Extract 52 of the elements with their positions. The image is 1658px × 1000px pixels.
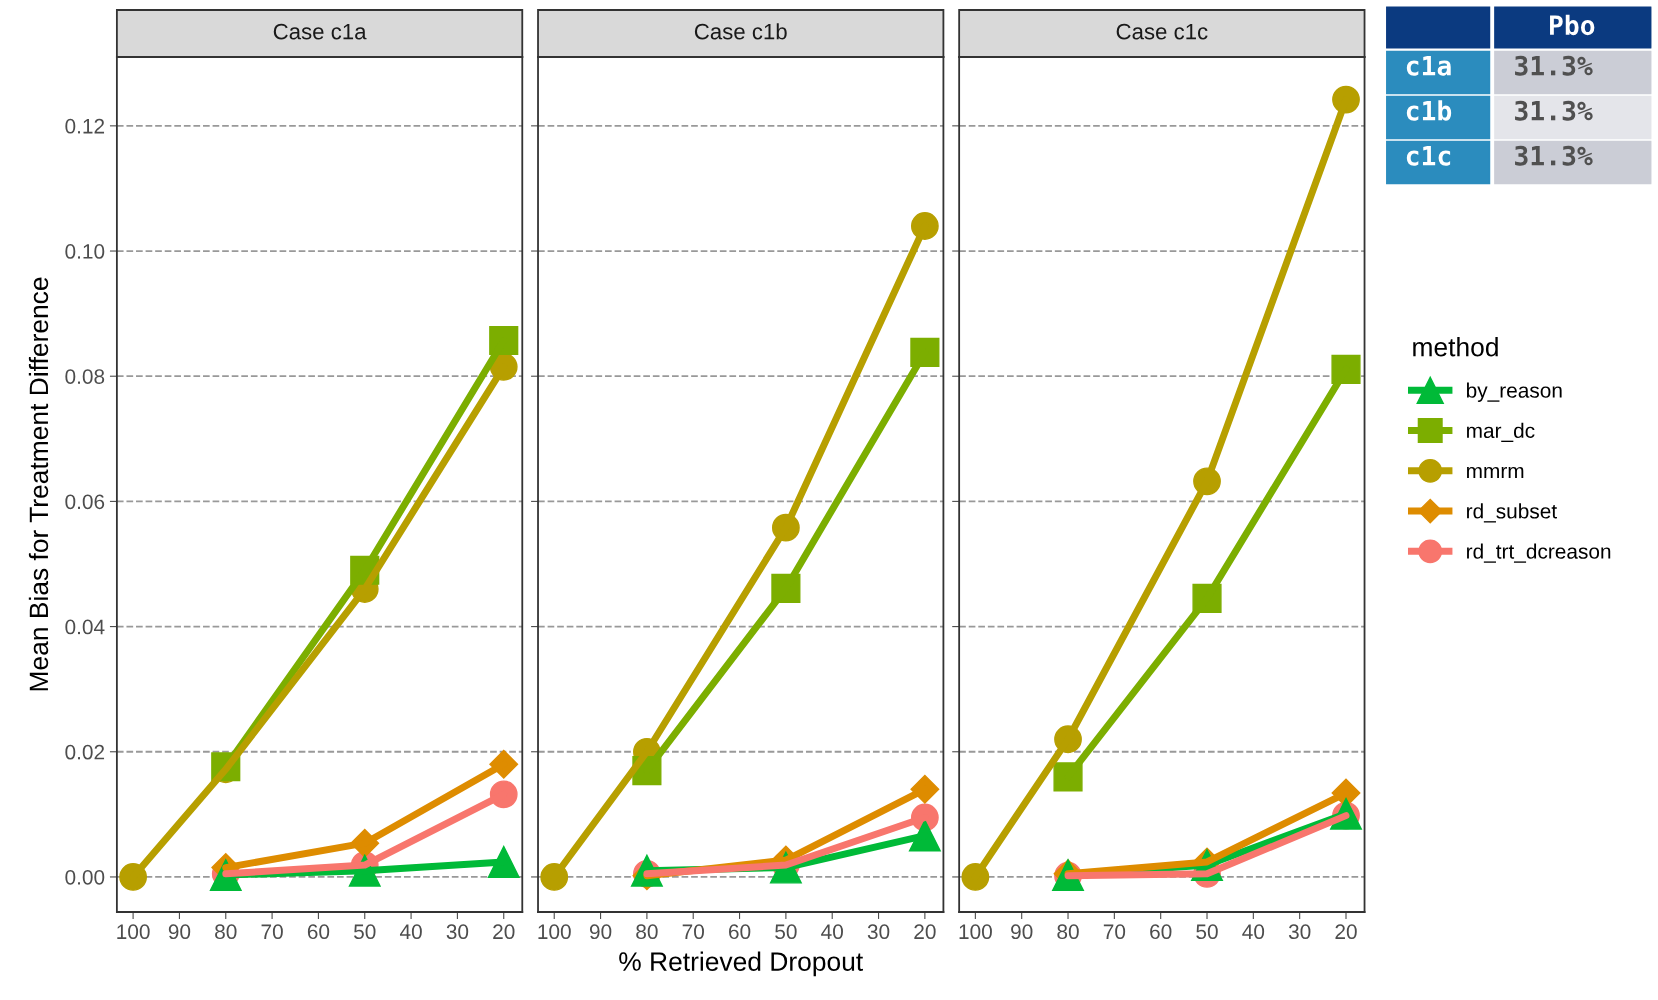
x-tick-label: 80 xyxy=(1057,924,1079,940)
x-tick-label: 20 xyxy=(1335,924,1357,940)
x-tick-label: 90 xyxy=(168,924,191,940)
text: 31.3% xyxy=(1515,100,1593,121)
x-tick-label: 30 xyxy=(1288,924,1311,940)
x-tick-label: 50 xyxy=(1196,924,1218,940)
chart-title: Case c1c xyxy=(1116,23,1208,40)
y-tick-label: 0.10 xyxy=(65,244,105,259)
y-tick-label: 0.04 xyxy=(65,619,105,635)
x-tick-label: 90 xyxy=(589,924,612,940)
category-label: c1a xyxy=(1406,56,1451,76)
x-tick-label: 20 xyxy=(493,924,515,940)
legend-label: rd_subset xyxy=(1467,503,1557,523)
x-tick-label: 100 xyxy=(117,924,150,940)
x-tick-label: 90 xyxy=(1011,924,1033,940)
x-tick-label: 30 xyxy=(867,924,890,940)
x-tick-label: 50 xyxy=(775,924,797,940)
x-tick-label: 70 xyxy=(1103,924,1126,940)
x-tick-label: 40 xyxy=(399,924,422,940)
category-label: c1c xyxy=(1406,146,1451,166)
x-tick-label: 80 xyxy=(215,924,237,940)
text: Pbo xyxy=(1550,14,1595,36)
x-tick-label: 100 xyxy=(959,924,992,940)
text: 31.3% xyxy=(1515,55,1593,76)
x-tick-label: 30 xyxy=(446,924,469,940)
x-tick-label: 70 xyxy=(261,924,283,940)
x-tick-label: 50 xyxy=(354,924,376,940)
legend-label: mar_dc xyxy=(1467,422,1535,442)
chart-title: Case c1a xyxy=(273,23,367,40)
legend-title: method xyxy=(1413,337,1498,357)
x-tick-label: 80 xyxy=(636,924,658,940)
text: 31.3% xyxy=(1515,145,1593,166)
x-tick-label: 70 xyxy=(682,924,704,940)
y-tick-label: 0.08 xyxy=(65,369,105,384)
y-tick-label: 0.12 xyxy=(65,118,105,134)
y-tick-label: 0.02 xyxy=(65,744,105,760)
y-tick-label: 0.06 xyxy=(65,494,105,510)
y-axis-title: Mean Bias for Treatment Difference xyxy=(28,277,49,691)
legend-label: mmrm xyxy=(1467,466,1524,479)
chart-title: Case c1b xyxy=(694,23,787,40)
x-tick-label: 60 xyxy=(307,924,330,940)
category-label: c1b xyxy=(1406,100,1452,121)
x-tick-label: 20 xyxy=(914,924,936,940)
legend-label: rd_trt_dcreason xyxy=(1467,543,1611,563)
x-tick-label: 60 xyxy=(729,924,751,940)
x-tick-label: 100 xyxy=(538,924,571,940)
legend-label: by_reason xyxy=(1466,382,1562,402)
x-tick-label: 40 xyxy=(1242,924,1265,940)
y-tick-label: 0.00 xyxy=(65,869,105,885)
x-tick-label: 40 xyxy=(821,924,843,940)
x-axis-title: % Retrieved Dropout xyxy=(619,951,863,977)
x-tick-label: 60 xyxy=(1150,924,1172,940)
